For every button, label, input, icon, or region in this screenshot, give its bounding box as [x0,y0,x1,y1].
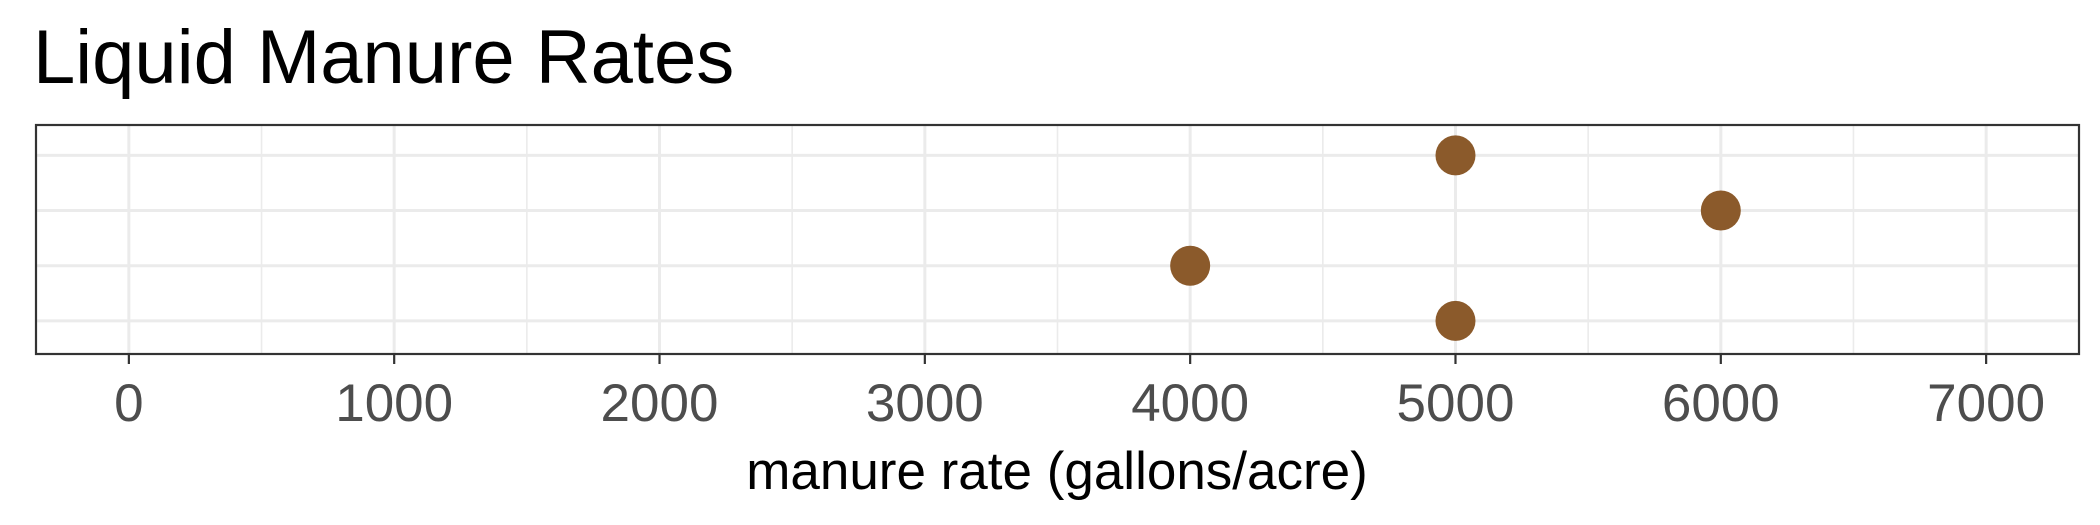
plot-panel-border [34,123,2081,356]
data-points [1170,135,1741,341]
x-tick-label: 7000 [1927,374,2045,433]
x-tick-label: 0 [114,374,143,433]
data-point [1435,300,1476,341]
x-axis-title: manure rate (gallons/acre) [746,442,1368,501]
x-tick-label: 1000 [335,374,453,433]
x-tick-label: 2000 [601,374,719,433]
data-point [1435,135,1476,176]
chart-title: Liquid Manure Rates [33,15,734,100]
major-gridlines [36,125,2079,354]
x-tick-label: 4000 [1131,374,1249,433]
minor-gridlines [260,125,1855,354]
x-tick-label: 3000 [866,374,984,433]
x-tick-label: 5000 [1397,374,1515,433]
data-point [1700,190,1741,231]
x-axis-tick-labels: 0 1000 2000 3000 4000 5000 6000 7000 [114,374,2045,433]
data-point [1170,245,1211,286]
x-tick-label: 6000 [1662,374,1780,433]
x-axis-ticks [127,354,1988,364]
